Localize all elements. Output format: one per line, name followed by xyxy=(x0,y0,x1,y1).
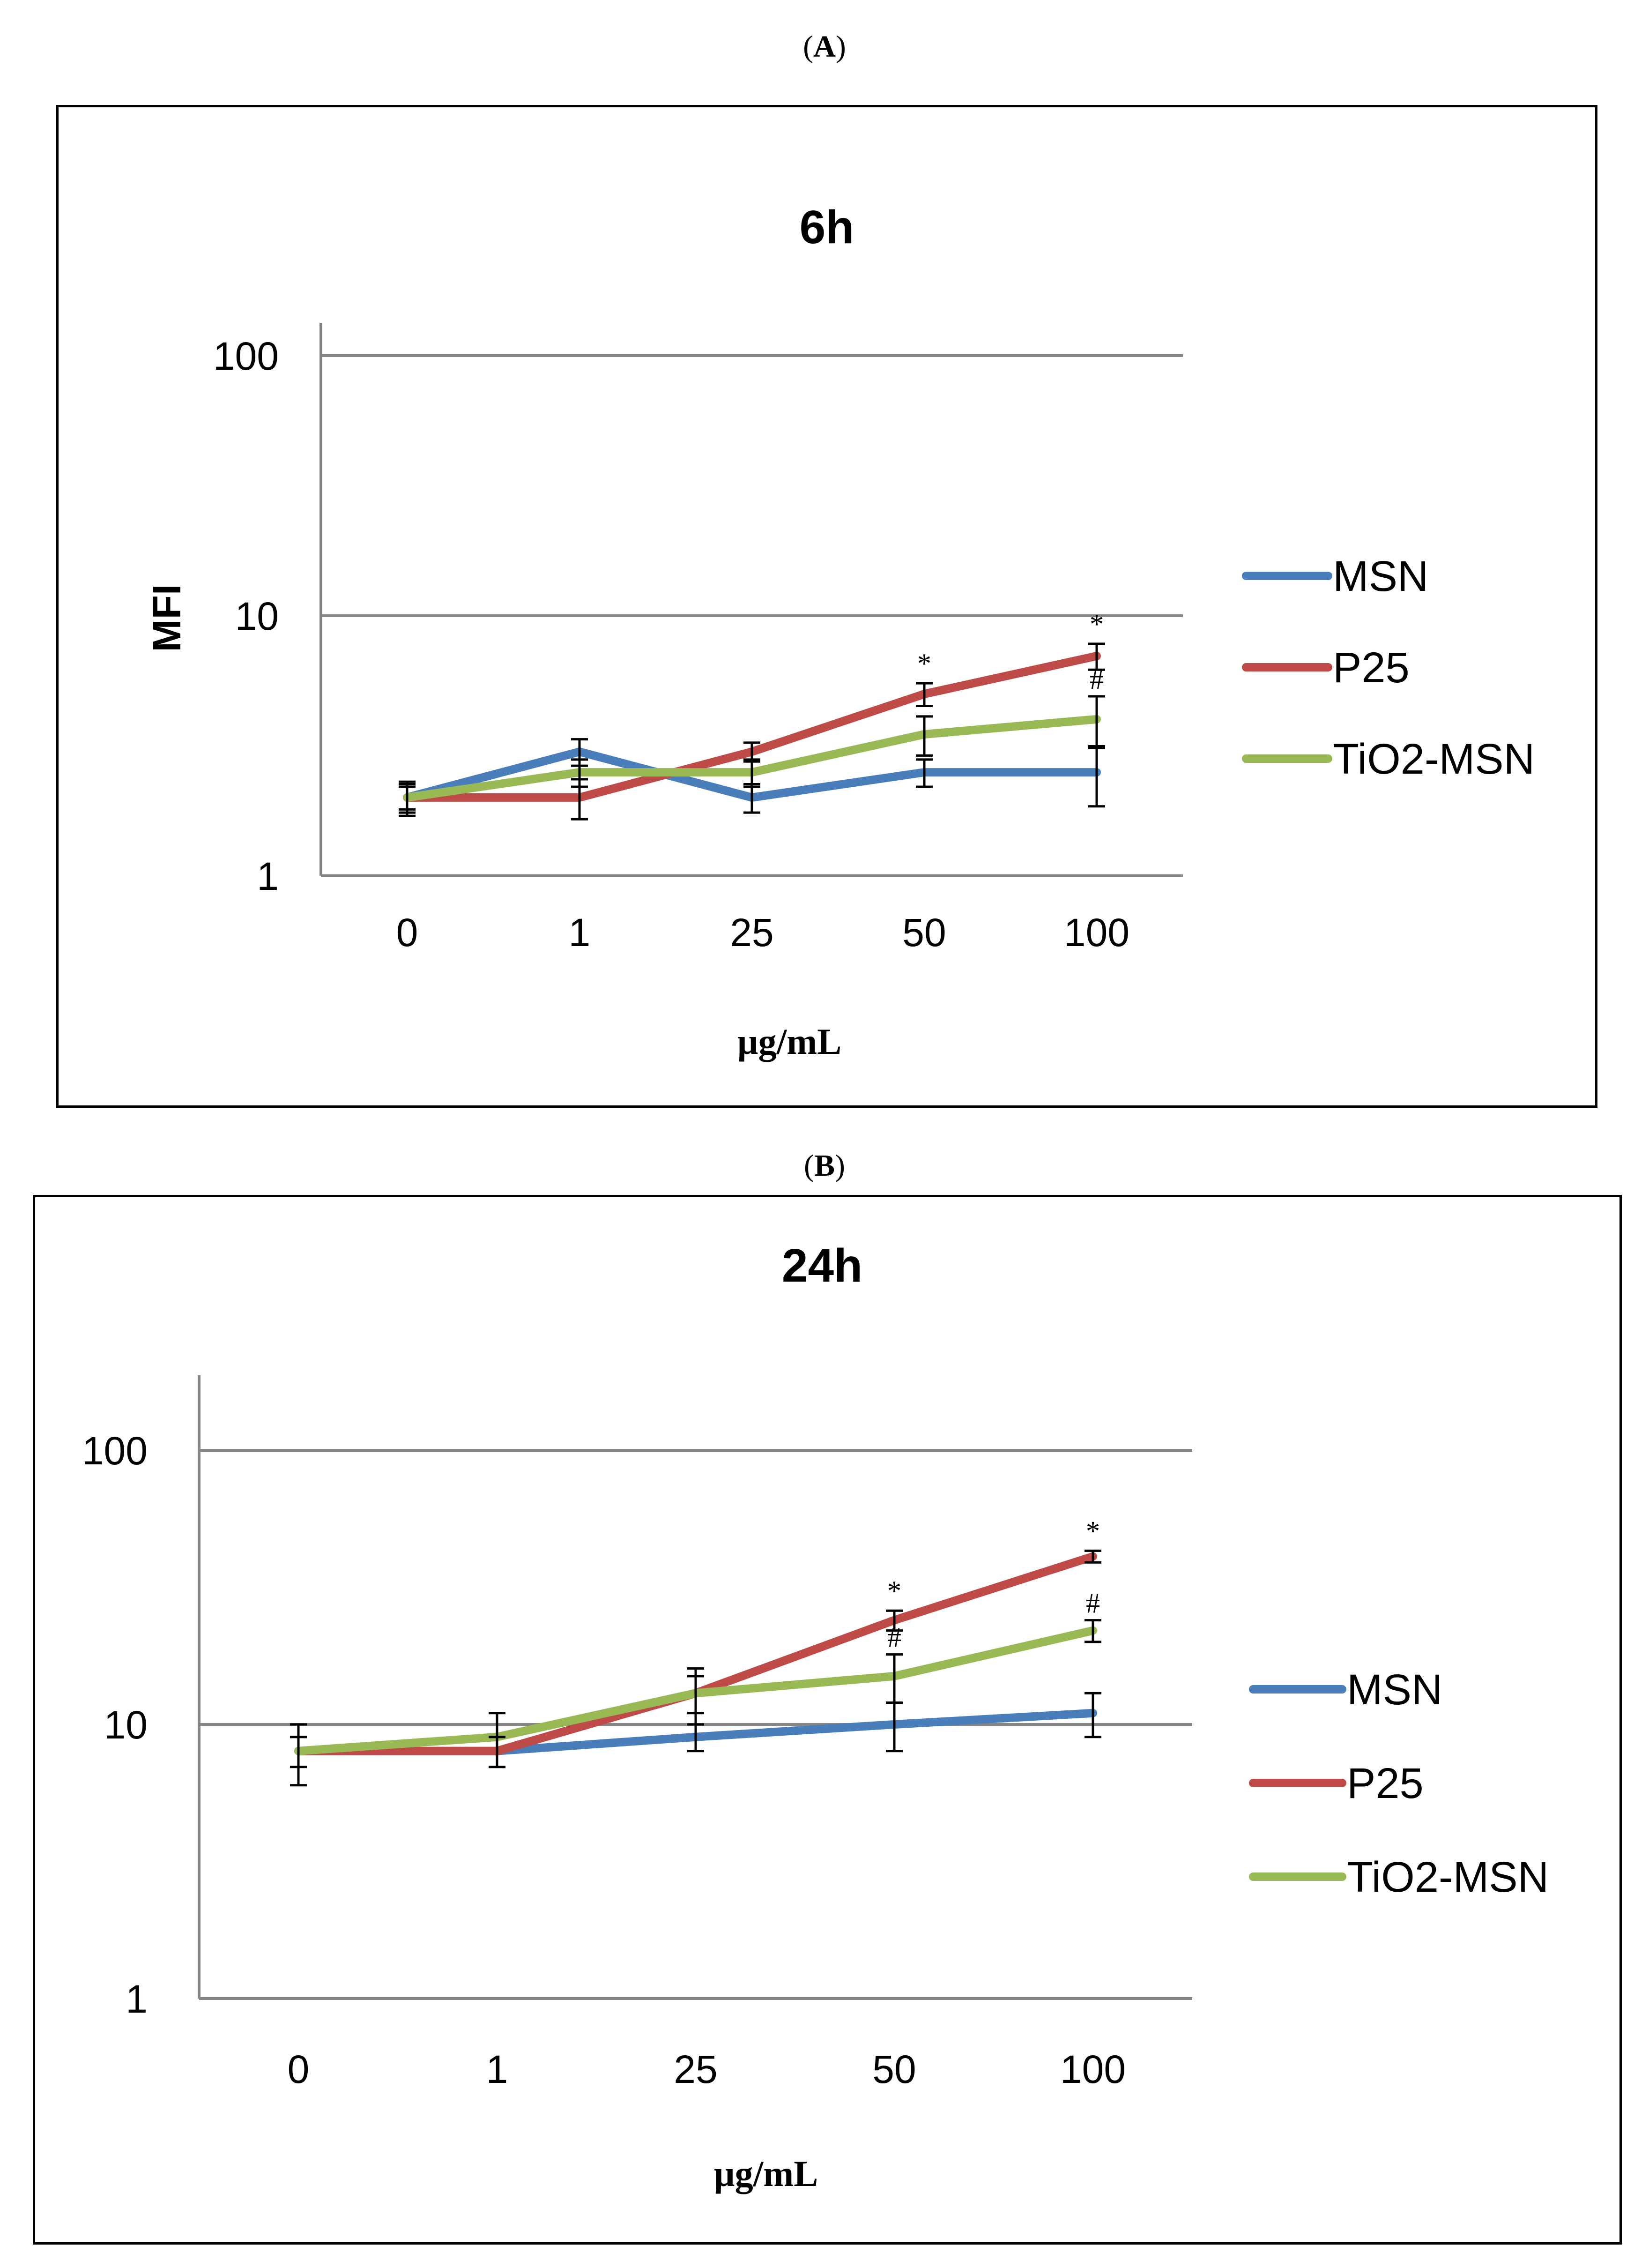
significance-star: * xyxy=(1090,609,1104,640)
x-tick-label: 100 xyxy=(1064,910,1129,955)
error-bar xyxy=(1088,695,1105,749)
y-tick-label: 10 xyxy=(235,594,279,638)
significance-hash: # xyxy=(1090,664,1104,695)
y-axis-label: MFI xyxy=(145,584,189,652)
chart-panel-b: 24h 1 10 100 0 1 25 50 100 µg/mL * * # # MSN P25 TiO2-MS… xyxy=(33,1195,1622,2245)
x-axis-label: µg/mL xyxy=(737,1021,842,1062)
error-bar xyxy=(1084,1549,1101,1564)
chart-panel-a: 6h 1 10 100 0 1 25 50 100 µg/mL MFI * * # MSN P25 TiO2-M… xyxy=(56,105,1597,1108)
error-bar xyxy=(290,1736,307,1768)
error-bar xyxy=(1084,1619,1101,1643)
y-tick-label: 100 xyxy=(213,334,279,378)
x-tick-label: 50 xyxy=(902,910,946,955)
error-bar xyxy=(916,715,933,757)
y-tick-label: 1 xyxy=(126,1977,148,2021)
error-bar xyxy=(886,1653,903,1704)
chart-title: 6h xyxy=(800,201,854,254)
error-bar xyxy=(1084,1692,1101,1738)
legend-label-tio2-msn: TiO2-MSN xyxy=(1333,735,1535,783)
error-bar xyxy=(743,758,760,788)
chart-6h: 6h 1 10 100 0 1 25 50 100 µg/mL MFI * * # MSN P25 TiO2-M… xyxy=(145,201,1535,1062)
legend-label-p25: P25 xyxy=(1347,1760,1424,1807)
x-tick-label: 50 xyxy=(872,2047,916,2091)
x-axis-label: µg/mL xyxy=(714,2153,818,2194)
x-tick-label: 25 xyxy=(674,2047,717,2091)
x-tick-label: 0 xyxy=(396,910,418,955)
error-bar xyxy=(399,785,416,811)
chart-title: 24h xyxy=(782,1239,862,1292)
legend-label-p25: P25 xyxy=(1333,644,1410,692)
significance-hash: # xyxy=(887,1622,901,1653)
panel-b-label: (B) xyxy=(804,1149,845,1183)
legend-label-tio2-msn: TiO2-MSN xyxy=(1347,1853,1549,1901)
error-bar xyxy=(489,1712,505,1768)
significance-star: * xyxy=(1086,1515,1100,1546)
error-bar xyxy=(571,758,588,788)
y-tick-label: 1 xyxy=(257,854,279,898)
significance-star: * xyxy=(887,1575,901,1606)
legend-label-msn: MSN xyxy=(1347,1666,1442,1714)
x-tick-label: 100 xyxy=(1060,2047,1126,2091)
panel-a-label: (A) xyxy=(803,30,846,64)
error-bar xyxy=(687,1667,704,1726)
error-bar xyxy=(916,758,933,788)
error-bar xyxy=(916,682,933,707)
chart-24h: 24h 1 10 100 0 1 25 50 100 µg/mL * * # # MSN P25 TiO2-MS… xyxy=(82,1239,1549,2194)
x-tick-label: 1 xyxy=(569,910,591,955)
x-tick-label: 0 xyxy=(288,2047,310,2091)
significance-star: * xyxy=(917,648,931,679)
legend-label-msn: MSN xyxy=(1333,552,1428,600)
error-bar xyxy=(886,1609,903,1632)
x-tick-label: 25 xyxy=(730,910,773,955)
x-tick-label: 1 xyxy=(486,2047,508,2091)
y-tick-label: 100 xyxy=(82,1429,148,1473)
error-bar xyxy=(1088,642,1105,671)
significance-hash: # xyxy=(1086,1588,1100,1619)
y-tick-label: 10 xyxy=(104,1703,148,1747)
